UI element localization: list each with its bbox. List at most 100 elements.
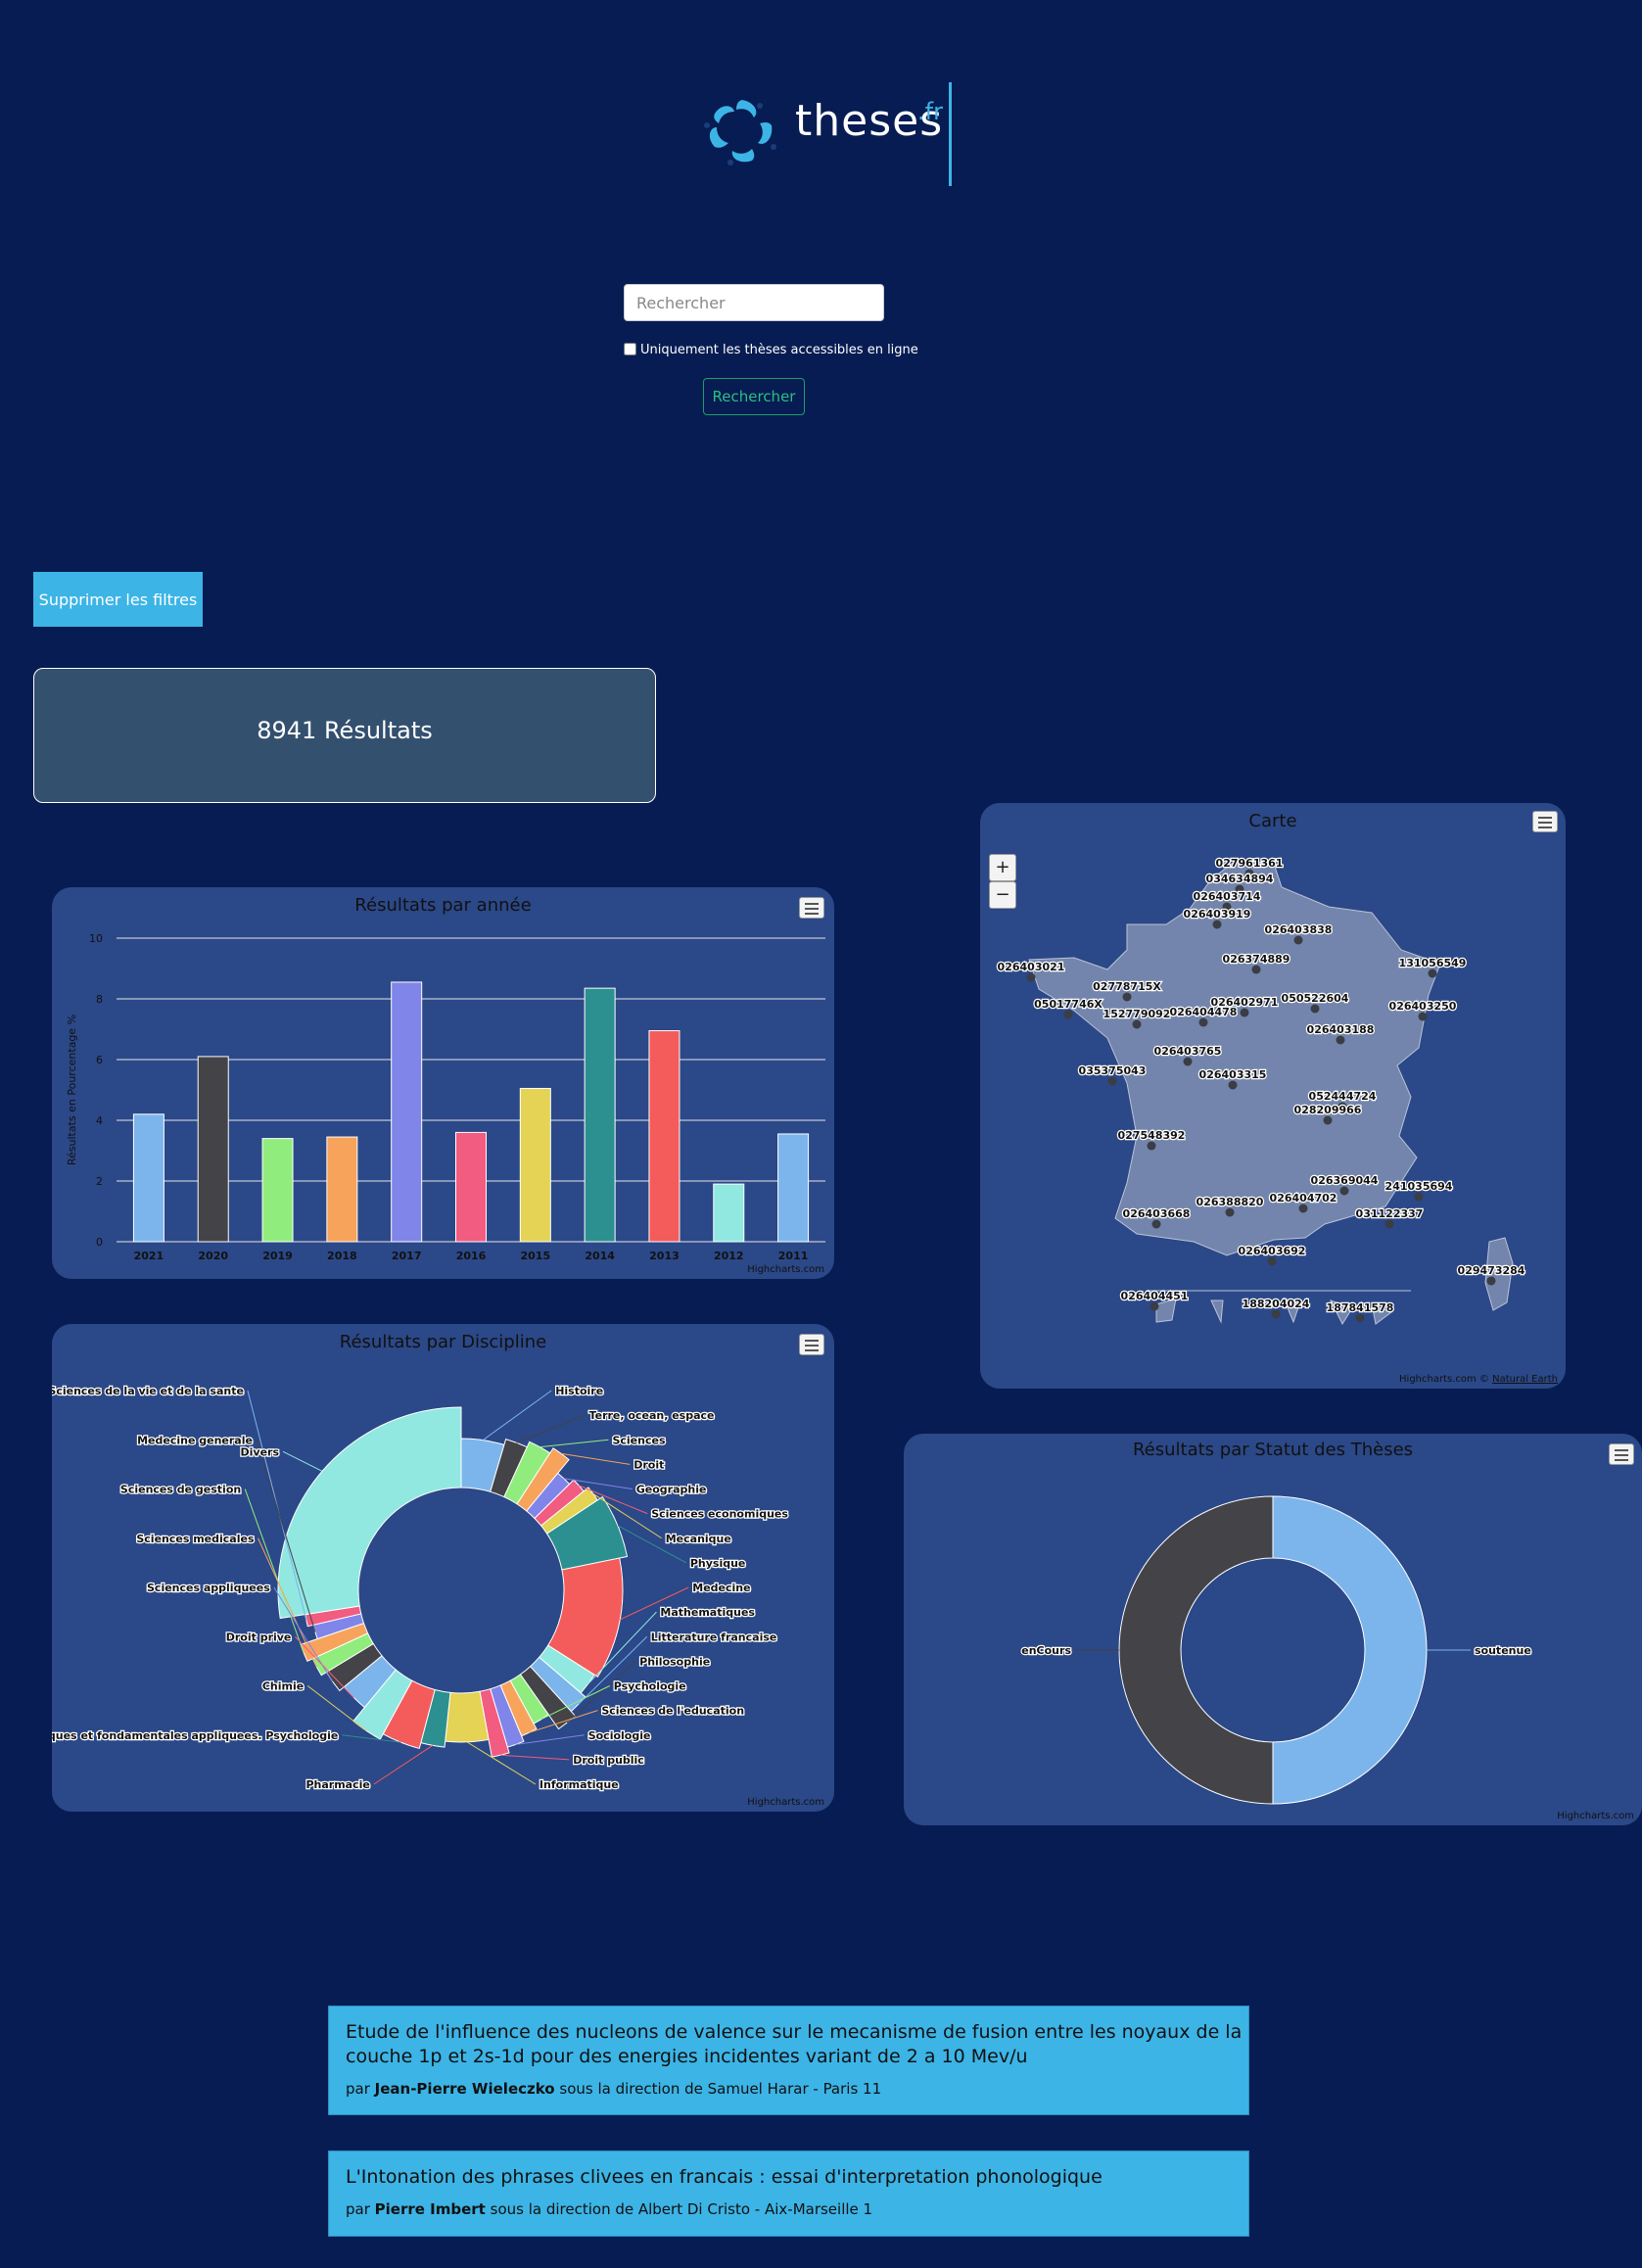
map-point-label: 026403021 — [998, 961, 1065, 973]
y-tick-label: 2 — [96, 1175, 103, 1188]
map-point — [1414, 1192, 1424, 1202]
result-card[interactable]: L'Intonation des phrases clivees en fran… — [328, 2150, 1249, 2237]
discipline-chart-credit[interactable]: Highcharts.com — [747, 1797, 824, 1808]
label-connector — [282, 1450, 323, 1472]
label-connector — [256, 1440, 316, 1632]
zoom-in-button[interactable]: + — [989, 854, 1016, 881]
search-button[interactable]: Rechercher — [703, 378, 805, 415]
map-point-label: 241035694 — [1385, 1180, 1453, 1193]
map-point — [1244, 869, 1254, 878]
map-point-label: 027548392 — [1118, 1129, 1186, 1142]
result-meta: par Pierre Imbert sous la direction de A… — [346, 2200, 873, 2218]
discipline-chart-title: Résultats par Discipline — [339, 1332, 547, 1352]
label-connector — [466, 1741, 537, 1785]
map-point — [1486, 1276, 1496, 1286]
year-chart-credit[interactable]: Highcharts.com — [747, 1264, 824, 1275]
bar — [519, 1087, 551, 1243]
label-connector — [592, 1492, 663, 1539]
map-point — [1149, 1301, 1159, 1311]
map-point — [1222, 902, 1232, 912]
bar — [455, 1131, 487, 1243]
map-point-label: 026403668 — [1123, 1207, 1191, 1220]
y-tick-label: 8 — [96, 993, 103, 1006]
zoom-out-button[interactable]: − — [989, 881, 1016, 909]
bar — [326, 1136, 358, 1243]
x-tick-label: 2011 — [778, 1250, 809, 1262]
year-chart-title: Résultats par année — [354, 895, 532, 916]
discipline-label: Sciences de gestion — [120, 1484, 241, 1496]
result-title-link[interactable]: L'Intonation des phrases clivees en fran… — [346, 2166, 1102, 2188]
discipline-label: Droit public — [573, 1754, 644, 1767]
discipline-label: Sciences economiques — [651, 1508, 788, 1521]
label-connector — [587, 1611, 657, 1685]
discipline-label: Psychologie — [614, 1680, 686, 1693]
online-only-checkbox[interactable] — [624, 343, 636, 355]
map-point — [1251, 965, 1261, 974]
map-point — [1122, 992, 1132, 1002]
status-slice — [1272, 1495, 1428, 1805]
map-point — [1228, 1080, 1238, 1090]
bar — [132, 1113, 164, 1243]
result-author[interactable]: Jean-Pierre Wieleczko — [374, 2080, 555, 2098]
year-chart-panel: Résultats par année 0 2 4 6 8 10 Résultats en … — [52, 887, 834, 1279]
label-connector — [482, 1390, 552, 1441]
status-chart-credit[interactable]: Highcharts.com — [1557, 1811, 1634, 1821]
status-slice — [1118, 1495, 1274, 1805]
status-label: enCours — [1021, 1644, 1071, 1657]
discipline-slice — [545, 1495, 629, 1571]
discipline-label: Sciences — [612, 1434, 665, 1446]
map-point — [1339, 1186, 1349, 1196]
map-point — [1355, 1313, 1365, 1323]
label-connector — [258, 1537, 317, 1668]
map-point-label: 026403838 — [1265, 923, 1333, 936]
year-chart-menu-icon[interactable] — [799, 897, 824, 919]
map-point — [1212, 920, 1222, 929]
logo-text[interactable]: theses — [795, 96, 944, 146]
status-chart-menu-icon[interactable] — [1609, 1443, 1634, 1465]
y-tick-label: 10 — [89, 932, 103, 945]
label-connector — [295, 1635, 354, 1698]
x-tick-label: 2014 — [585, 1250, 615, 1262]
status-label: soutenue — [1475, 1644, 1531, 1657]
map-credit-link[interactable]: Natural Earth — [1492, 1374, 1558, 1385]
corsica-outline — [1484, 1237, 1514, 1311]
discipline-chart-panel: Résultats par Discipline Histoire Terre, … — [52, 1324, 834, 1812]
map-point-label: 026403714 — [1194, 890, 1261, 903]
discipline-label: Physique — [690, 1557, 746, 1570]
status-chart-panel: Résultats par Statut des Thèses soutenue… — [904, 1434, 1642, 1825]
discipline-label: Philosophie — [639, 1655, 710, 1668]
map-point-label: 026388820 — [1196, 1196, 1264, 1208]
search-input[interactable] — [624, 284, 884, 321]
map-point-label: 026404478 — [1170, 1006, 1238, 1018]
logo-icon[interactable] — [703, 96, 781, 166]
map-menu-icon[interactable] — [1532, 811, 1558, 832]
map-point — [1337, 1102, 1347, 1111]
map-point-label: 031122337 — [1356, 1207, 1424, 1220]
discipline-label: Sciences biologiques et fondamentales ap… — [52, 1729, 338, 1742]
logo-suffix[interactable]: .fr — [917, 98, 943, 125]
label-connector — [579, 1485, 648, 1515]
discipline-chart-menu-icon[interactable] — [799, 1334, 824, 1355]
label-connector — [244, 1488, 305, 1654]
y-tick-label: 0 — [96, 1236, 103, 1249]
results-count: 8941 Résultats — [257, 717, 433, 744]
status-chart-title: Résultats par Statut des Thèses — [1132, 1440, 1414, 1460]
result-author[interactable]: Pierre Imbert — [374, 2200, 486, 2218]
bar — [261, 1138, 294, 1243]
map-point — [1271, 1309, 1281, 1319]
discipline-label: Sciences de l'education — [601, 1705, 744, 1718]
france-map[interactable]: 027961361 034634894 026403714 026403919 0264… — [980, 803, 1566, 1389]
map-point-label: 026404451 — [1121, 1290, 1189, 1302]
discipline-label: Medecine — [692, 1582, 750, 1594]
online-only-label[interactable]: Uniquement les thèses accessibles en lig… — [640, 343, 918, 357]
clear-filters-button[interactable]: Supprimer les filtres — [33, 572, 203, 627]
map-credit[interactable]: Highcharts.com © Natural Earth — [1399, 1374, 1558, 1385]
x-tick-label: 2015 — [521, 1250, 551, 1262]
label-connector — [373, 1744, 434, 1785]
overseas-outline — [1155, 1298, 1393, 1326]
map-point-label: 026369044 — [1311, 1174, 1379, 1187]
result-card[interactable]: Etude de l'influence des nucleons de val… — [328, 2006, 1249, 2115]
map-point — [1198, 1017, 1208, 1027]
result-title-link[interactable]: Etude de l'influence des nucleons de val… — [346, 2021, 1243, 2067]
label-connector — [306, 1685, 367, 1731]
